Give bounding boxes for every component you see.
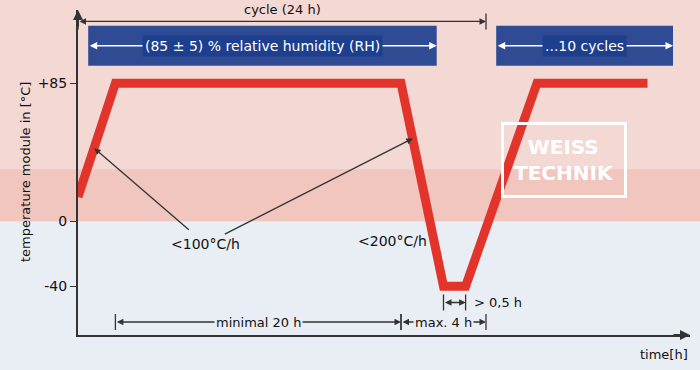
svg-text:0: 0	[58, 213, 67, 229]
svg-text:minimal 20 h: minimal 20 h	[216, 315, 301, 330]
svg-text:time[h]: time[h]	[640, 347, 688, 362]
svg-text:...10 cycles: ...10 cycles	[545, 38, 624, 54]
svg-text:<200°C/h: <200°C/h	[358, 233, 427, 249]
svg-text:> 0,5 h: > 0,5 h	[474, 295, 522, 310]
svg-text:WEISSTECHNIK: WEISSTECHNIK	[514, 135, 614, 185]
svg-text:max. 4 h: max. 4 h	[415, 315, 472, 330]
svg-text:<100°C/h: <100°C/h	[171, 236, 240, 252]
svg-text:+85: +85	[38, 75, 68, 91]
svg-text:(85 ± 5) % relative humidity (: (85 ± 5) % relative humidity (RH)	[145, 38, 380, 54]
svg-text:cycle (24 h): cycle (24 h)	[244, 2, 321, 17]
svg-text:-40: -40	[44, 278, 67, 294]
svg-text:temperature module in [°C]: temperature module in [°C]	[18, 82, 33, 262]
